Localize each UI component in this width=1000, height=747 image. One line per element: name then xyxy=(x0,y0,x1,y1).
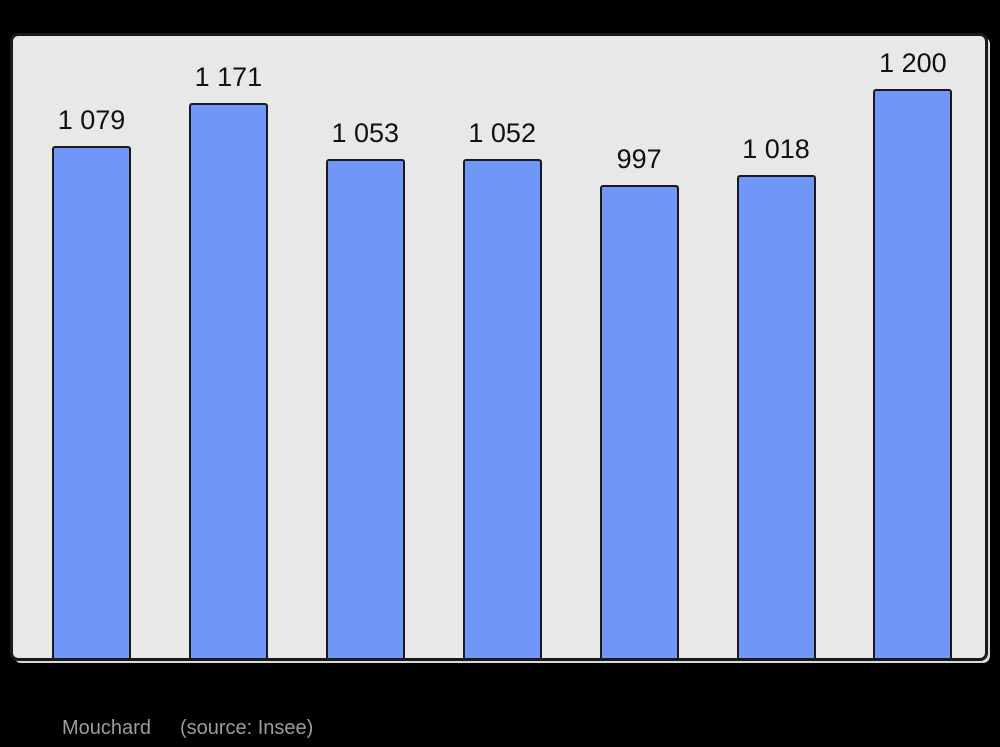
bar-value-label: 997 xyxy=(616,144,662,175)
bar-value-label: 1 079 xyxy=(57,105,126,136)
bar xyxy=(462,159,542,658)
bar xyxy=(736,175,816,658)
chart-caption: Mouchard (source: Insee) xyxy=(62,716,313,741)
bar xyxy=(52,146,131,658)
caption-commune-name: Mouchard xyxy=(62,717,151,739)
bar-value-label: 1 200 xyxy=(879,48,947,78)
bar xyxy=(188,102,268,658)
bar-value-label: 1 171 xyxy=(194,61,263,92)
bar-value-label: 1 052 xyxy=(468,118,536,149)
chart-plot-area: 1 079 1 171 1 053 1 052 997 1 018 1 200 xyxy=(10,33,988,661)
bar xyxy=(325,158,405,658)
caption-source: (source: Insee) xyxy=(179,717,314,739)
bar xyxy=(599,185,679,658)
bar-value-label: 1 018 xyxy=(742,134,810,165)
bar xyxy=(873,89,953,658)
bar-value-label: 1 053 xyxy=(331,117,400,148)
